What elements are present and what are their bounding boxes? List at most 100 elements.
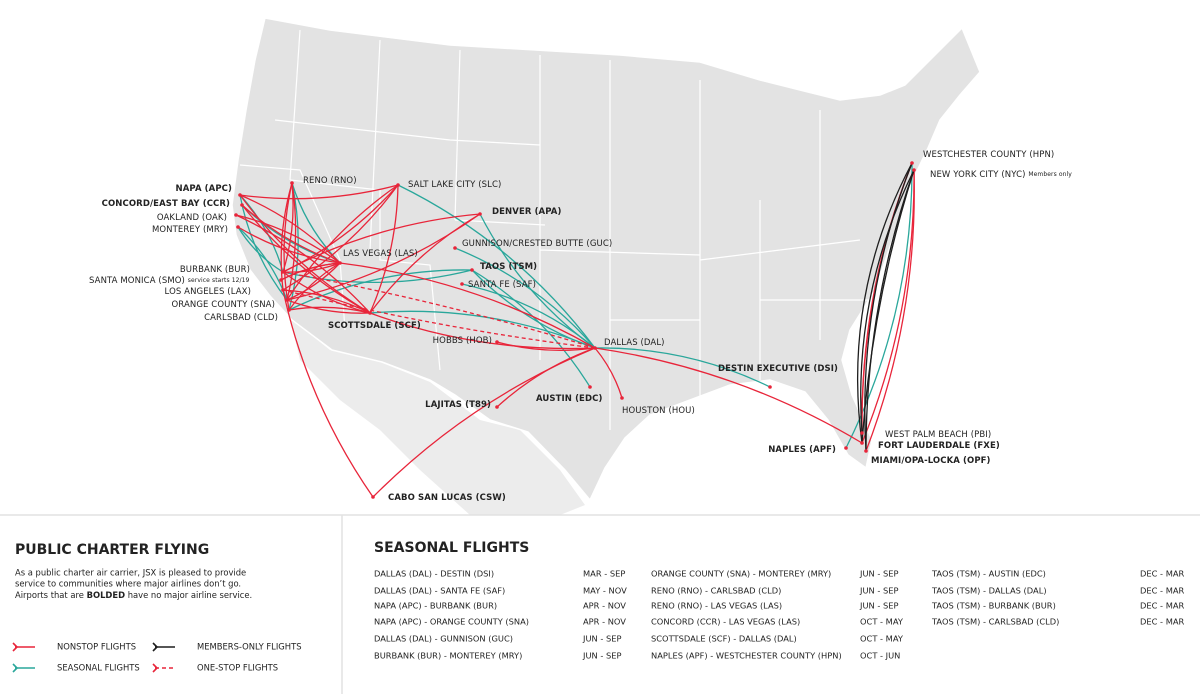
airport-name: HOBBS (HOB) [433,336,492,346]
airport-name: DALLAS (DAL) [604,338,665,348]
route-name: NAPA (APC) - ORANGE COUNTY (SNA) [374,617,529,627]
route [286,184,399,301]
airport-name: OAKLAND (OAK) [157,213,227,223]
airport-dot [768,385,772,389]
route-months: JUN - SEP [859,601,899,611]
airport-label: GUNNISON/CRESTED BUTTE (GUC) [462,239,612,249]
route-name: BURBANK (BUR) - MONTEREY (MRY) [374,651,522,661]
airport-dot [495,340,499,344]
airport-label: SANTA FE (SAF) [468,280,536,290]
route [594,347,623,399]
airport-label: MIAMI/OPA-LOCKA (OPF) [871,456,991,466]
route [239,184,399,200]
airport-dot [279,278,283,282]
airport-label: TAOS (TSM) [480,262,537,272]
airport-label: CABO SAN LUCAS (CSW) [388,493,506,503]
airport-dot [478,212,482,216]
legend-arrow [152,642,159,652]
airport-name: SANTA MONICA (SMO) [89,276,185,286]
route-months: DEC - MAR [1140,617,1185,627]
airport-dot [593,346,597,350]
airport-name: SANTA FE (SAF) [468,280,536,290]
info-panel: PUBLIC CHARTER FLYING As a public charte… [0,514,1200,694]
route-months: APR - NOV [583,617,626,627]
airport-label: AUSTIN (EDC) [536,394,602,404]
airport-name: LOS ANGELES (LAX) [165,287,251,297]
airport-label: NEW YORK CITY (NYC) Members only [930,170,1072,180]
route [397,184,596,349]
airport-label: HOBBS (HOB) [433,336,492,346]
route-months: OCT - MAY [860,617,904,627]
route [235,214,371,314]
route-name: NAPLES (APF) - WESTCHESTER COUNTY (HPN) [651,651,842,661]
route [594,347,771,388]
airport-label: CARLSBAD (CLD) [204,313,278,323]
legend-label: MEMBERS-ONLY FLIGHTS [197,642,302,652]
airport-name: CONCORD/EAST BAY (CCR) [102,199,230,209]
airport-dot [620,396,624,400]
airport-dot [240,203,244,207]
legend-arrow [12,642,19,652]
airport-label: NAPLES (APF) [768,445,836,455]
route-name: TAOS (TSM) - AUSTIN (EDC) [931,569,1046,579]
route [865,169,915,452]
airport-label: DALLAS (DAL) [604,338,665,348]
airport-label: WESTCHESTER COUNTY (HPN) [923,150,1054,160]
airport-name: LAS VEGAS (LAS) [343,249,418,259]
airport-dot [460,282,464,286]
airport-dot [371,495,375,499]
airport-name: SALT LAKE CITY (SLC) [408,180,501,190]
airport-name: MONTEREY (MRY) [152,225,228,235]
route [282,289,374,498]
route-months: DEC - MAR [1140,586,1185,596]
airport-label: HOUSTON (HOU) [622,406,695,416]
airport-dot [860,431,864,435]
route [860,169,915,434]
route [282,213,481,273]
route-name: TAOS (TSM) - BURBANK (BUR) [931,601,1056,611]
route [856,162,913,444]
route [283,182,293,311]
airport-name: ORANGE COUNTY (SNA) [172,300,275,310]
route-name: ORANGE COUNTY (SNA) - MONTEREY (MRY) [651,569,831,579]
airport-name: MIAMI/OPA-LOCKA (OPF) [871,456,991,466]
airport-label: LOS ANGELES (LAX) [165,287,251,297]
route [237,226,284,273]
airport-dot [238,193,242,197]
route-months: MAR - SEP [583,569,625,579]
legend-arrow [12,663,19,673]
usa [231,17,981,502]
airport-dot [588,385,592,389]
route [288,306,371,314]
description: As a public charter air carrier, JSX is … [15,568,246,578]
route [369,213,481,314]
airport-name: FORT LAUDERDALE (FXE) [878,441,1000,451]
route-name: TAOS (TSM) - DALLAS (DAL) [931,586,1047,596]
route-months: APR - NOV [583,601,626,611]
airport-dot [338,261,342,265]
airport-label: CONCORD/EAST BAY (CCR) [102,199,230,209]
airport-name: CARLSBAD (CLD) [204,313,278,323]
airport-label: SANTA MONICA (SMO) service starts 12/19 [89,276,250,286]
route [239,194,288,301]
airport-name: CABO SAN LUCAS (CSW) [388,493,506,503]
airport-name: WESTCHESTER COUNTY (HPN) [923,150,1054,160]
route-months: JUN - SEP [582,634,622,644]
route-name: SCOTTSDALE (SCF) - DALLAS (DAL) [651,634,797,644]
route-name: DALLAS (DAL) - DESTIN (DSI) [374,569,494,579]
description-part: have no major airline service. [125,590,252,600]
airport-dot [844,446,848,450]
airport-name: DESTIN EXECUTIVE (DSI) [718,364,838,374]
airport-dot [912,168,916,172]
airport-label: ORANGE COUNTY (SNA) [172,300,275,310]
route-name: DALLAS (DAL) - GUNNISON (GUC) [374,634,513,644]
route [861,169,915,444]
airport-name: LAJITAS (T89) [425,400,491,410]
airport-label: OAKLAND (OAK) [157,213,227,223]
airport-name: DENVER (APA) [492,207,561,217]
airport-label: SCOTTSDALE (SCF) [328,321,421,331]
legend-arrow [152,663,159,673]
airport-label: DENVER (APA) [492,207,561,217]
description: Airports that are BOLDED have no major a… [15,590,252,600]
airport-dot [396,183,400,187]
